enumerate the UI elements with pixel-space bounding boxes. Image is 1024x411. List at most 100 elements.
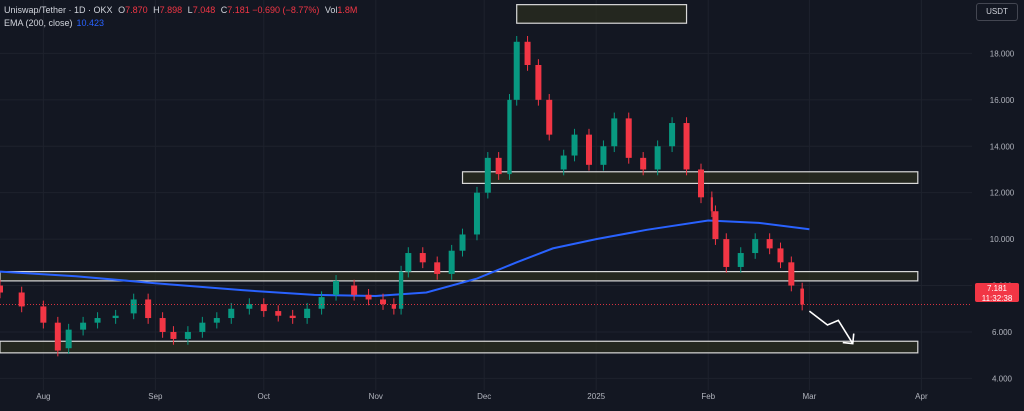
y-tick-label: 6.000 [992,328,1013,337]
candle [289,315,296,319]
candle [473,192,480,235]
candle [275,311,282,316]
candle [737,253,744,267]
candle [546,99,553,135]
candle [65,329,72,349]
candle [159,318,166,332]
countdown-value: 11:32:38 [981,294,1013,303]
currency-button[interactable]: USDT [976,3,1018,21]
candle [80,322,87,330]
candle [585,134,592,165]
close-value: 7.181 [227,5,250,15]
candle [800,288,804,305]
candle [304,308,311,319]
change-value: −0.690 (−8.77%) [252,5,320,15]
candle [112,315,119,319]
candle [365,294,372,300]
ema-label[interactable]: EMA (200, close) [4,18,73,28]
candle [611,118,618,147]
y-tick-label: 14.000 [990,142,1015,151]
chart-legend: Uniswap/Tether · 1D · OKX O7.870 H7.898 … [4,4,357,30]
x-tick-label: 2025 [587,392,605,401]
candle [380,299,387,305]
candle [766,239,773,249]
candle [535,65,542,100]
open-value: 7.870 [125,5,148,15]
close-label: C [220,5,228,15]
candle [625,118,632,158]
candle [398,271,404,309]
candle [213,318,220,323]
last-price-tag: 7.181 11:32:38 [975,283,1019,303]
candle [260,304,267,312]
y-tick-label: 18.000 [990,49,1015,58]
x-tick-label: Apr [915,392,928,401]
candle [94,318,101,323]
candle [18,292,25,307]
candle [391,304,397,309]
candle [571,134,578,156]
projection-arrow [808,310,855,345]
zone-box [0,271,919,282]
candle [318,297,325,309]
x-tick-label: Mar [803,392,817,401]
candle [40,306,47,323]
zone-box [461,171,919,184]
y-tick-label: 16.000 [990,96,1015,105]
candle [697,169,704,198]
candle [199,322,206,332]
candle [723,239,730,267]
x-tick-label: Oct [258,392,271,401]
y-tick-label: 10.000 [990,235,1015,244]
candle [654,146,661,170]
volume-value: 1.8M [337,5,358,15]
price-axis[interactable]: 4.0006.0008.00010.00012.00014.00016.0001… [990,49,1015,383]
x-tick-label: Aug [36,392,50,401]
candle [246,304,253,309]
ema-value: 10.423 [76,18,105,28]
candle [405,253,412,272]
candle [777,248,784,263]
candle [560,155,567,170]
low-label: L [187,5,193,15]
x-tick-label: Dec [477,392,491,401]
x-tick-label: Sep [148,392,163,401]
candle [712,211,719,240]
candle [351,285,358,295]
candle [130,299,137,314]
open-label: O [118,5,126,15]
candle [434,262,441,274]
candle [669,123,676,147]
grid-lines [0,0,972,390]
time-axis[interactable]: Aug Sep Oct Nov Dec 2025 Feb Mar Apr [36,392,928,401]
zone-box [0,340,919,354]
candle [495,157,502,175]
candle [513,41,520,100]
candle [0,285,3,293]
ema-line [0,219,810,297]
candle [524,41,531,65]
x-tick-label: Nov [369,392,383,401]
high-value: 7.898 [159,5,183,15]
y-tick-label: 4.000 [992,374,1013,383]
low-value: 7.048 [192,5,216,15]
x-tick-label: Feb [701,392,715,401]
candle [184,331,191,339]
volume-label: Vol [324,5,338,15]
candle [710,197,713,212]
candle [448,250,455,274]
support-resistance-zones [0,4,919,354]
candle [459,234,466,251]
last-price-value: 7.181 [986,284,1008,293]
candle [228,308,235,319]
candle [54,322,61,351]
candle [419,253,426,263]
candle [788,262,795,286]
arrow-head [842,333,855,345]
candle [683,123,690,170]
candle [333,280,340,295]
candle [640,157,647,170]
arrow-line [808,310,854,344]
symbol-title[interactable]: Uniswap/Tether · 1D · OKX [4,5,113,15]
